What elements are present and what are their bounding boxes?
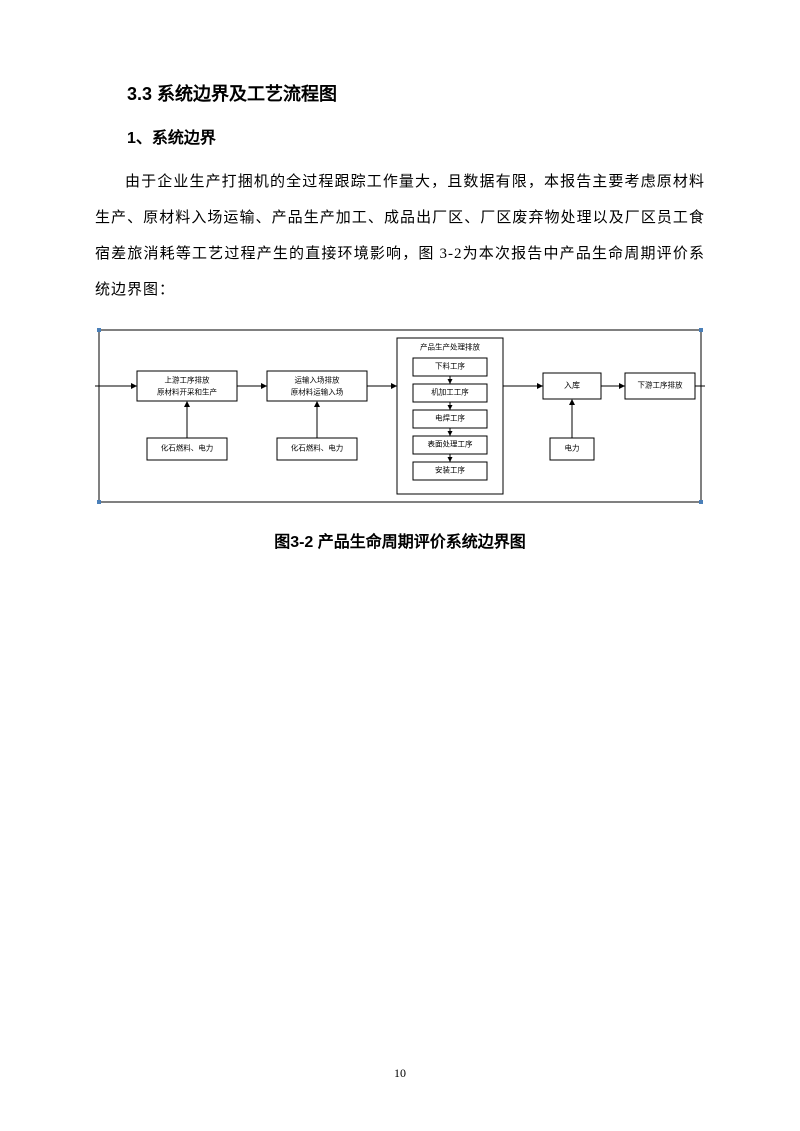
step2-text: 机加工工序 <box>431 387 469 397</box>
node-transport-input-text: 化石燃料、电力 <box>291 443 344 453</box>
figure-diagram: 上游工序排放 原材料开采和生产 化石燃料、电力 运输入场排放 原材料运输入场 化… <box>95 326 705 506</box>
process-group-title: 产品生产处理排放 <box>420 342 480 352</box>
step5-text: 安装工序 <box>435 465 465 475</box>
arrow-head <box>448 379 453 384</box>
corner-marker <box>699 328 703 332</box>
section-heading: 3.3 系统边界及工艺流程图 <box>127 80 705 106</box>
node-upstream-line1: 上游工序排放 <box>165 375 210 385</box>
arrow-head <box>448 457 453 462</box>
downstream-text: 下游工序排放 <box>638 380 683 390</box>
arrow-head <box>314 401 320 407</box>
arrow-head <box>391 383 397 389</box>
body-paragraph: 由于企业生产打捆机的全过程跟踪工作量大，且数据有限，本报告主要考虑原材料生产、原… <box>95 164 705 308</box>
warehouse-input-text: 电力 <box>565 443 580 453</box>
node-transport-line2: 原材料运输入场 <box>291 387 344 397</box>
node-upstream-line2: 原材料开采和生产 <box>157 387 217 397</box>
figure-caption: 图3-2 产品生命周期评价系统边界图 <box>95 528 705 552</box>
arrow-head <box>448 405 453 410</box>
corner-marker <box>699 500 703 504</box>
arrow-head <box>261 383 267 389</box>
arrow-head <box>131 383 137 389</box>
arrow-head <box>448 431 453 436</box>
page-number: 10 <box>394 1066 406 1081</box>
corner-marker <box>97 500 101 504</box>
node-upstream-input-text: 化石燃料、电力 <box>161 443 214 453</box>
node-transport-line1: 运输入场排放 <box>295 375 340 385</box>
step3-text: 电焊工序 <box>435 413 465 423</box>
subsection-heading: 1、系统边界 <box>127 124 705 148</box>
corner-marker <box>97 328 101 332</box>
step1-text: 下料工序 <box>435 361 465 371</box>
arrow-head <box>569 399 575 405</box>
step4-text: 表面处理工序 <box>428 439 473 449</box>
flowchart-svg: 上游工序排放 原材料开采和生产 化石燃料、电力 运输入场排放 原材料运输入场 化… <box>95 326 705 506</box>
arrow-head <box>619 383 625 389</box>
warehouse-text: 入库 <box>564 380 580 390</box>
arrow-head <box>537 383 543 389</box>
outer-boundary <box>99 330 701 502</box>
arrow-head <box>184 401 190 407</box>
